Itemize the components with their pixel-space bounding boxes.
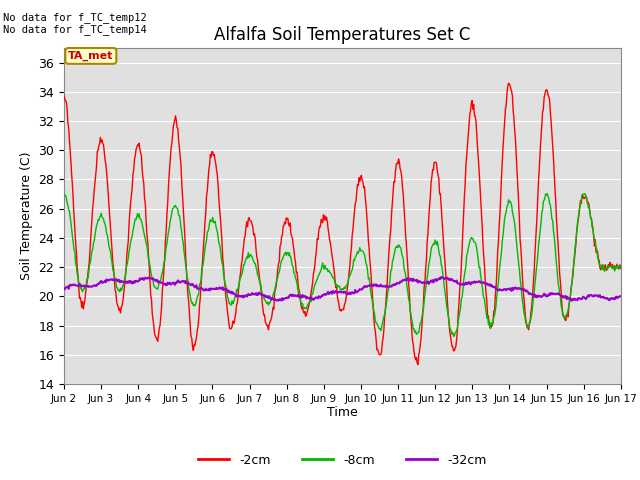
- Title: Alfalfa Soil Temperatures Set C: Alfalfa Soil Temperatures Set C: [214, 25, 470, 44]
- Text: TA_met: TA_met: [68, 51, 113, 61]
- Y-axis label: Soil Temperature (C): Soil Temperature (C): [20, 152, 33, 280]
- Legend: -2cm, -8cm, -32cm: -2cm, -8cm, -32cm: [193, 449, 492, 472]
- Text: No data for f_TC_temp14: No data for f_TC_temp14: [3, 24, 147, 35]
- X-axis label: Time: Time: [327, 407, 358, 420]
- Text: No data for f_TC_temp12: No data for f_TC_temp12: [3, 12, 147, 23]
